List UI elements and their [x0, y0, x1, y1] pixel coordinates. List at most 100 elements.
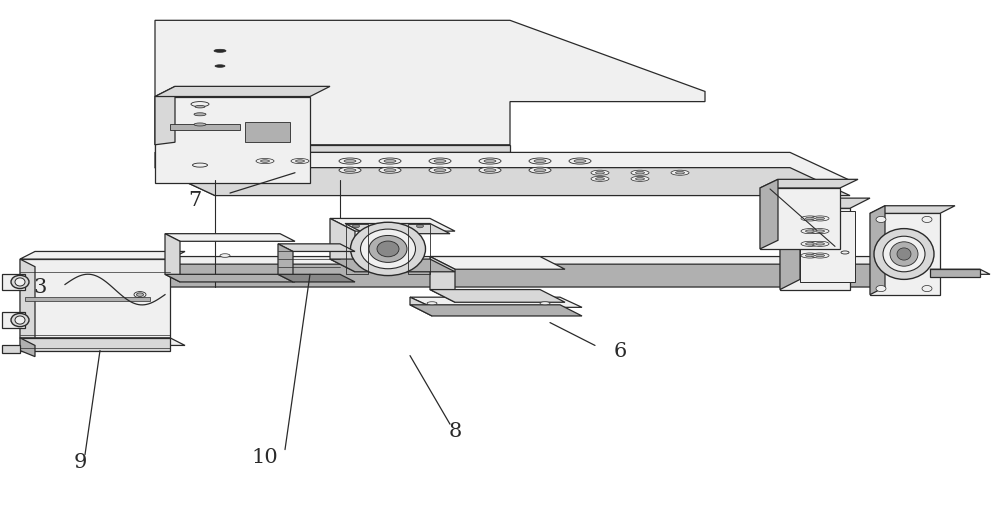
Polygon shape [20, 338, 185, 345]
Polygon shape [80, 257, 140, 287]
Ellipse shape [369, 236, 407, 262]
Ellipse shape [806, 254, 814, 257]
Polygon shape [330, 218, 455, 231]
Polygon shape [930, 269, 990, 274]
Ellipse shape [806, 217, 814, 220]
Polygon shape [20, 259, 170, 338]
Ellipse shape [811, 216, 829, 221]
Polygon shape [155, 168, 850, 196]
Polygon shape [165, 234, 180, 282]
Ellipse shape [811, 241, 829, 246]
Polygon shape [155, 145, 510, 152]
Ellipse shape [194, 113, 206, 116]
Polygon shape [2, 345, 20, 353]
Ellipse shape [922, 216, 932, 223]
Ellipse shape [631, 176, 649, 181]
Ellipse shape [296, 160, 304, 163]
Polygon shape [245, 122, 290, 142]
Ellipse shape [192, 163, 208, 167]
Polygon shape [430, 290, 565, 302]
Ellipse shape [636, 178, 644, 180]
Ellipse shape [379, 167, 401, 173]
Ellipse shape [291, 158, 309, 164]
Ellipse shape [922, 285, 932, 292]
Ellipse shape [379, 158, 401, 164]
Ellipse shape [429, 158, 451, 164]
Ellipse shape [384, 160, 396, 163]
Polygon shape [410, 305, 582, 316]
Ellipse shape [484, 169, 496, 172]
Polygon shape [278, 244, 355, 251]
Ellipse shape [256, 158, 274, 164]
Ellipse shape [816, 243, 824, 245]
Ellipse shape [801, 216, 819, 221]
Text: 3: 3 [33, 277, 47, 297]
Polygon shape [165, 274, 295, 282]
Ellipse shape [876, 216, 886, 223]
Polygon shape [20, 259, 35, 345]
Polygon shape [155, 86, 330, 97]
Polygon shape [410, 297, 582, 307]
Ellipse shape [574, 160, 586, 163]
Polygon shape [870, 206, 885, 295]
Ellipse shape [214, 49, 226, 52]
Ellipse shape [351, 223, 426, 275]
Ellipse shape [890, 242, 918, 266]
Ellipse shape [591, 176, 609, 181]
Ellipse shape [215, 65, 225, 68]
Text: 8: 8 [448, 422, 462, 441]
Ellipse shape [596, 172, 604, 174]
Ellipse shape [591, 170, 609, 175]
Ellipse shape [360, 229, 416, 269]
Ellipse shape [339, 158, 361, 164]
Ellipse shape [429, 167, 451, 173]
Polygon shape [155, 152, 215, 196]
Ellipse shape [569, 158, 591, 164]
Polygon shape [760, 179, 778, 249]
Polygon shape [2, 274, 25, 290]
Polygon shape [20, 251, 185, 259]
Text: 7: 7 [188, 191, 202, 210]
Ellipse shape [631, 170, 649, 175]
Ellipse shape [427, 302, 437, 305]
Polygon shape [760, 188, 840, 249]
Ellipse shape [479, 167, 501, 173]
Ellipse shape [806, 243, 814, 245]
Polygon shape [170, 124, 240, 130]
Polygon shape [80, 264, 930, 287]
Polygon shape [780, 198, 800, 290]
Polygon shape [2, 312, 25, 328]
Polygon shape [760, 179, 858, 188]
Ellipse shape [816, 230, 824, 232]
Ellipse shape [801, 241, 819, 246]
Ellipse shape [339, 167, 361, 173]
Polygon shape [25, 297, 150, 301]
Ellipse shape [816, 217, 824, 220]
Text: 6: 6 [613, 342, 627, 361]
Polygon shape [410, 297, 432, 316]
Polygon shape [330, 259, 455, 272]
Polygon shape [430, 257, 455, 302]
Ellipse shape [191, 102, 209, 107]
Ellipse shape [671, 170, 689, 175]
Ellipse shape [136, 293, 144, 297]
Polygon shape [278, 244, 293, 282]
Ellipse shape [529, 167, 551, 173]
Ellipse shape [816, 254, 824, 257]
Ellipse shape [15, 278, 25, 286]
Ellipse shape [534, 169, 546, 172]
Polygon shape [155, 97, 310, 183]
Ellipse shape [636, 172, 644, 174]
Ellipse shape [434, 169, 446, 172]
Ellipse shape [801, 253, 819, 258]
Ellipse shape [220, 254, 230, 258]
Polygon shape [870, 206, 955, 213]
Polygon shape [800, 211, 855, 282]
Ellipse shape [134, 292, 146, 298]
Ellipse shape [876, 285, 886, 292]
Ellipse shape [377, 241, 399, 257]
Ellipse shape [806, 230, 814, 232]
Polygon shape [80, 257, 930, 279]
Ellipse shape [384, 169, 396, 172]
Ellipse shape [195, 106, 205, 108]
